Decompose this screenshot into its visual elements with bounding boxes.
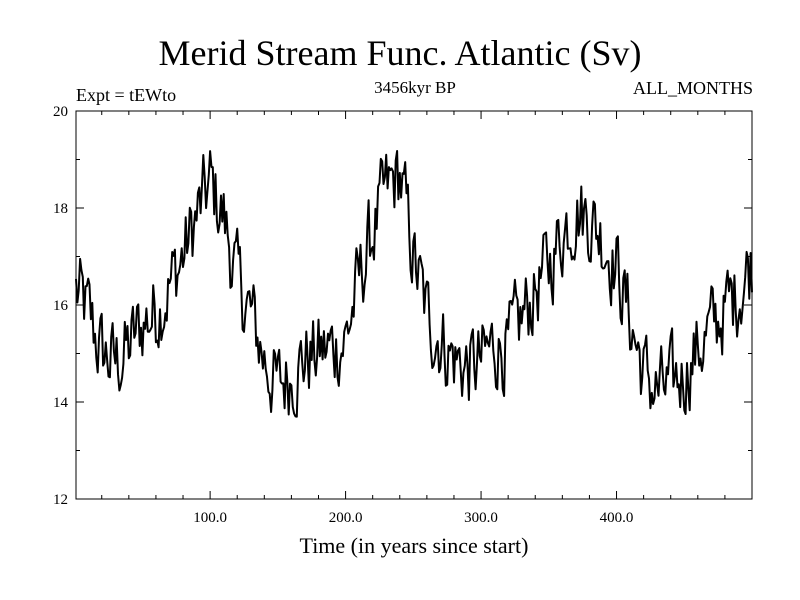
period-label: 3456kyr BP — [374, 78, 456, 97]
experiment-label: Expt = tEWto — [76, 85, 177, 105]
plot-frame — [75, 110, 753, 500]
y-tick-label: 12 — [53, 492, 68, 508]
x-tick-label: 400.0 — [600, 510, 634, 526]
x-tick-label: 100.0 — [193, 510, 227, 526]
chart-title: Merid Stream Func. Atlantic (Sv) — [158, 33, 642, 73]
x-tick-label: 300.0 — [464, 510, 498, 526]
y-tick-label: 20 — [53, 104, 68, 120]
x-axis-label: Time (in years since start) — [299, 533, 529, 558]
months-label: ALL_MONTHS — [633, 78, 753, 98]
series-line — [75, 150, 753, 418]
x-tick-label: 200.0 — [329, 510, 363, 526]
y-tick-label: 14 — [53, 395, 69, 411]
y-tick-label: 16 — [53, 298, 69, 314]
y-tick-label: 18 — [53, 201, 68, 217]
